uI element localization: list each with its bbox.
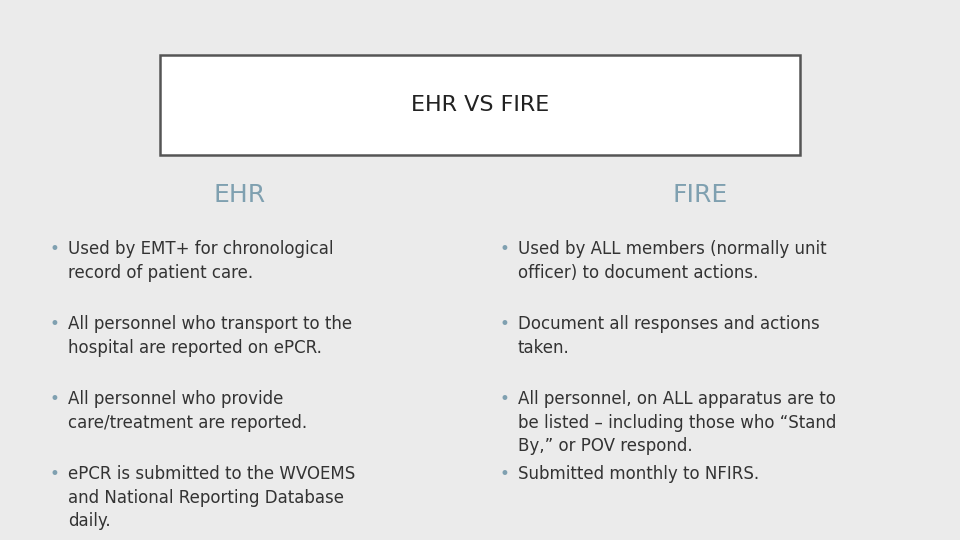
Text: All personnel who transport to the
hospital are reported on ePCR.: All personnel who transport to the hospi… <box>68 315 352 356</box>
Text: •: • <box>500 315 510 333</box>
Text: Submitted monthly to NFIRS.: Submitted monthly to NFIRS. <box>518 465 759 483</box>
Text: Used by ALL members (normally unit
officer) to document actions.: Used by ALL members (normally unit offic… <box>518 240 827 281</box>
Text: •: • <box>500 240 510 258</box>
Text: •: • <box>50 465 60 483</box>
Text: •: • <box>50 240 60 258</box>
Text: Document all responses and actions
taken.: Document all responses and actions taken… <box>518 315 820 356</box>
Text: All personnel who provide
care/treatment are reported.: All personnel who provide care/treatment… <box>68 390 307 431</box>
Text: •: • <box>50 315 60 333</box>
Text: •: • <box>500 390 510 408</box>
Text: •: • <box>50 390 60 408</box>
Text: FIRE: FIRE <box>672 183 728 207</box>
Text: Used by EMT+ for chronological
record of patient care.: Used by EMT+ for chronological record of… <box>68 240 333 281</box>
FancyBboxPatch shape <box>160 55 800 155</box>
Text: EHR: EHR <box>214 183 266 207</box>
Text: EHR VS FIRE: EHR VS FIRE <box>411 95 549 115</box>
Text: ePCR is submitted to the WVOEMS
and National Reporting Database
daily.: ePCR is submitted to the WVOEMS and Nati… <box>68 465 355 530</box>
Text: All personnel, on ALL apparatus are to
be listed – including those who “Stand
By: All personnel, on ALL apparatus are to b… <box>518 390 836 455</box>
Text: •: • <box>500 465 510 483</box>
